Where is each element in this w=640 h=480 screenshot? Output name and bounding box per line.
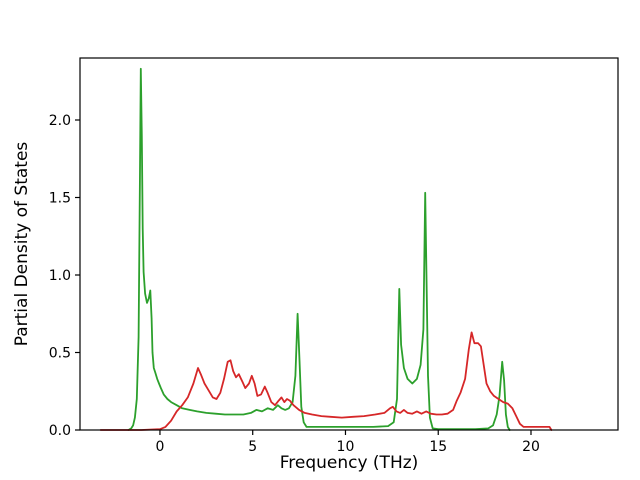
x-tick-label: 10 xyxy=(337,439,355,455)
y-tick-label: 2.0 xyxy=(49,113,71,129)
y-tick-label: 1.0 xyxy=(49,268,71,284)
y-axis-label: Partial Density of States xyxy=(12,142,32,347)
x-tick-label: 0 xyxy=(155,439,164,455)
series-group xyxy=(99,67,553,431)
series-line-green-pdos xyxy=(127,67,511,431)
y-tick-label: 1.5 xyxy=(49,191,71,207)
x-axis-label: Frequency (THz) xyxy=(280,453,419,473)
plot-border xyxy=(79,57,619,431)
y-tick-label: 0.0 xyxy=(49,423,71,439)
x-tick-label: 5 xyxy=(248,439,257,455)
y-tick-label: 0.5 xyxy=(49,346,71,362)
x-tick-label: 20 xyxy=(522,439,540,455)
x-tick-label: 15 xyxy=(429,439,447,455)
axes-group: 0 5 10 15 20 0.0 0.5 1.0 1.5 2.0 xyxy=(49,113,540,455)
series-line-red-pdos xyxy=(99,331,553,431)
